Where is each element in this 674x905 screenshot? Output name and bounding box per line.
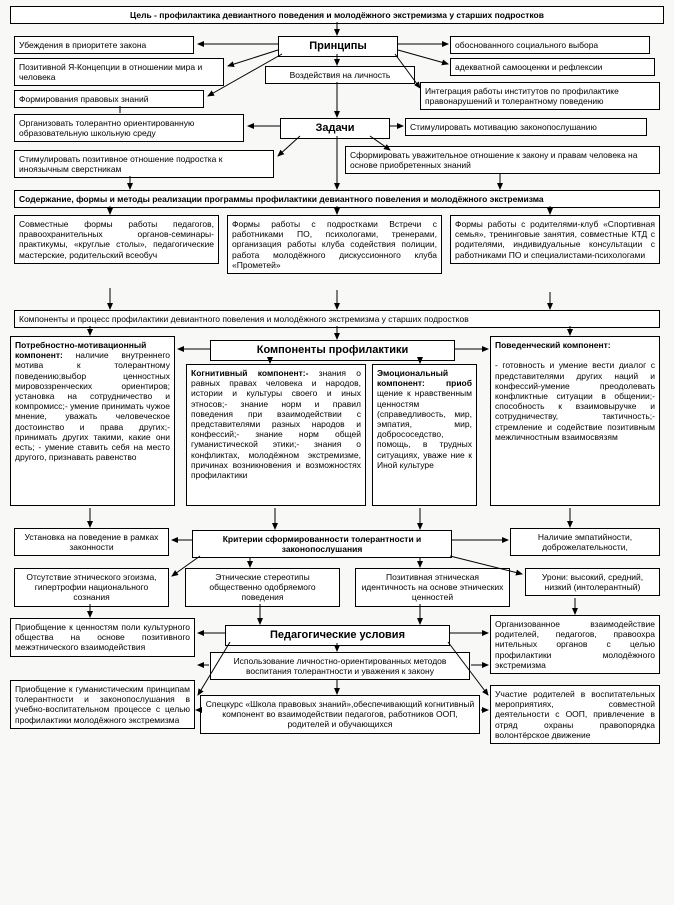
crit-left-1: Установка на поведение в рамках законнос…: [14, 528, 169, 556]
crit-right-1: Наличие эмпатийности, доброжелательности…: [510, 528, 660, 556]
principle-right-1: обоснованного социального выбора: [450, 36, 650, 54]
principle-left-2: Позитивной Я-Концепции в отношении мира …: [14, 58, 224, 86]
comp3-title: Эмоциональный компонент: приоб: [377, 368, 472, 388]
principle-center: Воздействия на личность: [265, 66, 415, 84]
ped-center-1: Использование личностно-ориентированных …: [210, 652, 470, 680]
criteria-header: Критерии сформированности толерантности …: [192, 530, 452, 558]
crit-right-2: Урони: высокий, средний, низкий (интолер…: [525, 568, 660, 596]
form-1-text: Совместные формы работы педагогов, право…: [19, 219, 214, 260]
comp2-body: знания о равных правах человека и народо…: [191, 368, 361, 480]
comp1-body: наличие внутреннего мотива к толерантном…: [15, 350, 170, 462]
principle-left-3: Формирования правовых знаний: [14, 90, 204, 108]
crit-center-2: Позитивная этническая идентичность на ос…: [355, 568, 510, 607]
principle-right-3: Интеграция работы институтов по профилак…: [420, 82, 660, 110]
ped-center-2: Спецкурс «Школа правовых знаний»,обеспеч…: [200, 695, 480, 734]
task-left-2: Стимулировать позитивное отношение подро…: [14, 150, 274, 178]
crit-left-2: Отсутствие этнического эгоизма, гипертро…: [14, 568, 169, 607]
ped-conditions-header: Педагогические условия: [225, 625, 450, 646]
form-3-text: Формы работы с родителями-клуб «Спортивн…: [455, 219, 655, 260]
ped-right-2: Участие родителей в воспитательных мероп…: [490, 685, 660, 744]
content-header: Содержание, формы и методы реализации пр…: [14, 190, 660, 208]
task-right-2: Сформировать уважительное отношение к за…: [345, 146, 660, 174]
component-1: Потребностно-мотивационный компонент: на…: [10, 336, 175, 506]
form-box-2: Формы работы с подростками Встречи с раб…: [227, 215, 442, 274]
form-2-text: Формы работы с подростками Встречи с раб…: [232, 219, 437, 270]
component-3: Эмоциональный компонент: приоб щение к н…: [372, 364, 477, 506]
principles-header: Принципы: [278, 36, 398, 57]
tasks-header: Задачи: [280, 118, 390, 139]
comp2-title: Когнитивный компонент:-: [191, 368, 308, 378]
components-process-header: Компоненты и процесс профилактики девиан…: [14, 310, 660, 328]
ped-left-1: Приобщение к ценностям поли культурного …: [10, 618, 195, 657]
task-left-1: Организовать толерантно ориентированную …: [14, 114, 244, 142]
comp4-title: Поведенческий компонент:: [495, 340, 611, 350]
principle-right-2: адекватной самооценки и рефлексии: [450, 58, 655, 76]
title-box: Цель - профилактика девиантного поведени…: [10, 6, 664, 24]
component-4: Поведенческий компонент: - готовность и …: [490, 336, 660, 506]
form-box-1: Совместные формы работы педагогов, право…: [14, 215, 219, 264]
components-title: Компоненты профилактики: [210, 340, 455, 361]
component-2: Когнитивный компонент:- знания о равных …: [186, 364, 366, 506]
comp4-body: - готовность и умение вести диалог с пре…: [495, 360, 655, 441]
task-right-1: Стимулировать мотивацию законопослушанию: [405, 118, 647, 136]
ped-left-2: Приобщение к гуманистическим принципам т…: [10, 680, 195, 729]
principle-left-1: Убеждения в приоритете закона: [14, 36, 194, 54]
comp3-body: щение к нравственным ценностям (справедл…: [377, 388, 472, 469]
crit-center-1: Этнические стереотипы общественно одобря…: [185, 568, 340, 607]
form-box-3: Формы работы с родителями-клуб «Спортивн…: [450, 215, 660, 264]
ped-right-1: Организованное взаимодействие родителей,…: [490, 615, 660, 674]
